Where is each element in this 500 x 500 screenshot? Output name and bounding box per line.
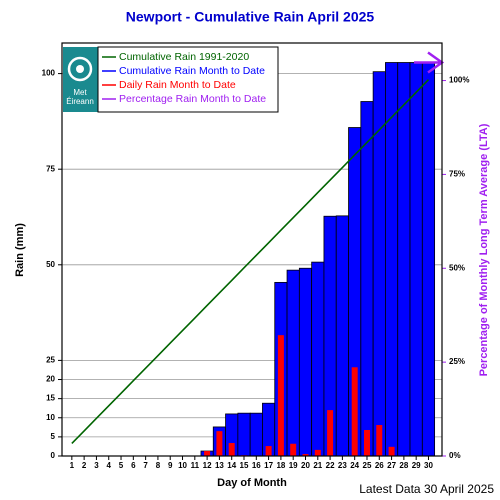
plot-frame	[61, 42, 443, 457]
y2-tick-label: 100%	[449, 76, 469, 85]
x-axis-label: Day of Month	[217, 477, 287, 489]
daily-bar	[228, 442, 235, 456]
y-tick-label: 50	[46, 260, 55, 269]
cumulative-bar	[397, 62, 411, 457]
y-tick-label: 10	[46, 413, 55, 422]
daily-bar	[376, 425, 383, 456]
y-tick-label: 15	[46, 394, 55, 403]
x-tick-label: 29	[412, 461, 421, 470]
cumulative-bar	[286, 269, 300, 457]
x-tick-label: 16	[252, 461, 261, 470]
daily-bar	[327, 410, 334, 456]
y2-tick-label: 0%	[449, 451, 461, 460]
x-tick-label: 15	[240, 461, 249, 470]
y2-axis-label: Percentage of Monthly Long Term Average …	[478, 123, 490, 376]
lta-line	[71, 79, 430, 445]
daily-bar	[265, 446, 272, 456]
logo-swirl	[67, 56, 93, 82]
x-tick-label: 21	[313, 461, 322, 470]
x-tick-label: 25	[363, 461, 372, 470]
cumulative-bar	[409, 62, 423, 457]
x-tick-label: 19	[289, 461, 298, 470]
daily-bar	[204, 451, 211, 456]
x-tick-label: 27	[387, 461, 396, 470]
legend-label: Cumulative Rain Month to Date	[119, 65, 265, 77]
legend-box	[97, 46, 279, 113]
x-tick-label: 20	[301, 461, 310, 470]
y-axis-label: Rain (mm)	[14, 223, 26, 277]
logo-text: Met	[73, 88, 87, 97]
daily-bar	[302, 454, 309, 456]
x-tick-label: 4	[107, 461, 112, 470]
x-tick-label: 10	[178, 461, 187, 470]
legend-label: Cumulative Rain 1991-2020	[119, 51, 249, 63]
y2-tick-label: 50%	[449, 263, 465, 272]
x-tick-label: 6	[131, 461, 136, 470]
y2-tick-label: 25%	[449, 357, 465, 366]
chart-title: Newport - Cumulative Rain April 2025	[126, 9, 375, 25]
y-tick-label: 5	[51, 432, 56, 441]
cumulative-bar	[311, 261, 325, 457]
legend-label: Percentage Rain Month to Date	[119, 93, 266, 105]
y-tick-label: 100	[42, 69, 56, 78]
x-tick-label: 7	[143, 461, 148, 470]
cumulative-bar	[249, 412, 263, 457]
x-tick-label: 26	[375, 461, 384, 470]
daily-bar	[314, 449, 321, 456]
logo-swirl-core	[76, 65, 84, 73]
y-tick-label: 0	[51, 451, 56, 460]
cumulative-bar	[360, 101, 374, 457]
y-tick-label: 20	[46, 375, 55, 384]
x-tick-label: 11	[191, 461, 200, 470]
x-tick-label: 18	[276, 461, 285, 470]
x-tick-label: 24	[350, 461, 359, 470]
logo-text: Éireann	[66, 97, 94, 106]
x-tick-label: 1	[70, 461, 75, 470]
cumulative-bar	[237, 412, 251, 457]
x-tick-label: 23	[338, 461, 347, 470]
daily-bar	[216, 431, 223, 456]
daily-bar	[388, 446, 395, 456]
daily-bar	[363, 429, 370, 456]
x-tick-label: 8	[156, 461, 161, 470]
legend-label: Daily Rain Month to Date	[119, 79, 236, 91]
cumulative-bar	[335, 215, 349, 457]
daily-bar	[351, 367, 358, 456]
x-tick-label: 14	[227, 461, 236, 470]
x-tick-label: 30	[424, 461, 433, 470]
y-tick-label: 75	[46, 164, 55, 173]
x-tick-label: 13	[215, 461, 224, 470]
x-tick-label: 3	[94, 461, 99, 470]
x-tick-label: 12	[203, 461, 212, 470]
y-tick-label: 25	[46, 356, 55, 365]
y2-tick-label: 75%	[449, 170, 465, 179]
x-tick-label: 9	[168, 461, 173, 470]
cumulative-bar	[421, 62, 436, 457]
x-tick-label: 28	[399, 461, 408, 470]
daily-bar	[277, 335, 284, 456]
cumulative-bar	[298, 267, 313, 457]
x-tick-label: 22	[326, 461, 335, 470]
x-tick-label: 5	[119, 461, 124, 470]
footer: Latest Data 30 April 2025	[359, 482, 494, 496]
x-tick-label: 2	[82, 461, 87, 470]
daily-bar	[290, 443, 297, 456]
x-tick-label: 17	[264, 461, 273, 470]
